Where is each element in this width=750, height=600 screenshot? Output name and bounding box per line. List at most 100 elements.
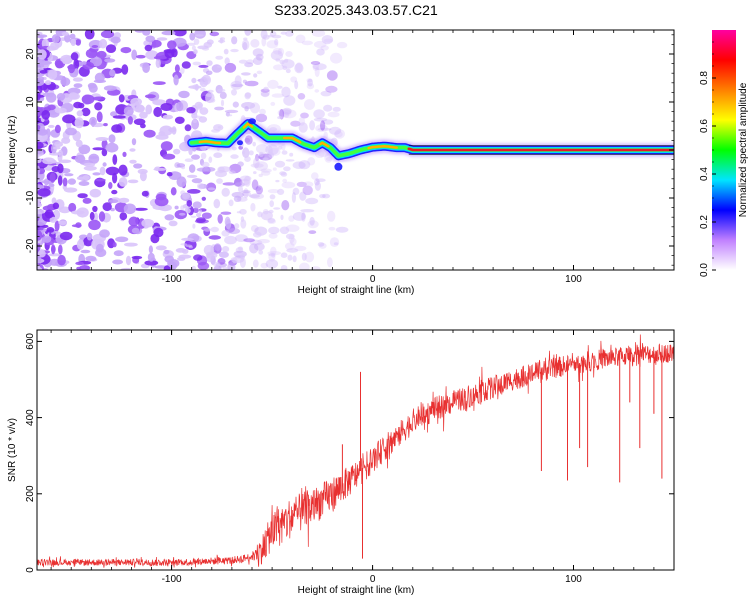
noise-blob <box>253 73 258 78</box>
noise-blob <box>131 138 137 146</box>
noise-blob <box>312 63 327 71</box>
noise-blob <box>312 61 320 71</box>
noise-blob <box>270 50 283 61</box>
ridge-hot-segment <box>367 144 398 150</box>
noise-blob <box>201 196 206 201</box>
noise-blob <box>232 101 239 108</box>
noise-blob <box>258 173 263 178</box>
noise-blob <box>134 30 145 33</box>
noise-blob <box>207 187 216 191</box>
noise-blob <box>217 214 223 224</box>
noise-blob <box>118 164 128 176</box>
noise-blob <box>282 109 297 119</box>
noise-blob <box>176 176 187 188</box>
noise-blob <box>208 156 213 163</box>
colorbar-tick-label: 0.4 <box>699 167 710 181</box>
noise-blob <box>251 179 259 190</box>
noise-blob <box>69 33 76 39</box>
noise-blob <box>92 96 106 101</box>
noise-blob <box>135 104 145 113</box>
noise-blob <box>207 89 214 93</box>
noise-blob <box>298 122 308 133</box>
noise-blob <box>148 245 153 254</box>
noise-blob <box>288 215 295 222</box>
x-tick-label: 0 <box>370 274 376 285</box>
noise-blob <box>290 76 298 83</box>
noise-blob <box>256 70 263 75</box>
noise-blob <box>277 85 283 89</box>
noise-blob <box>300 112 309 119</box>
noise-blob <box>54 124 61 134</box>
noise-blob <box>220 99 225 107</box>
noise-blob <box>195 217 206 224</box>
noise-blob <box>104 58 116 63</box>
noise-blob <box>250 202 256 212</box>
noise-blob <box>55 60 64 69</box>
noise-blob <box>131 49 138 61</box>
noise-blob <box>252 231 262 238</box>
noise-blob <box>38 227 44 231</box>
noise-blob <box>222 246 230 253</box>
noise-blob <box>37 188 51 197</box>
noise-blob <box>110 207 115 212</box>
noise-blob <box>261 170 271 176</box>
noise-blob <box>244 106 249 112</box>
noise-blob <box>113 250 124 257</box>
noise-blob <box>91 45 99 48</box>
noise-blob <box>203 77 210 83</box>
noise-blob <box>195 34 204 37</box>
noise-blob <box>57 254 66 266</box>
noise-blob <box>37 49 47 60</box>
noise-blob <box>250 163 264 168</box>
noise-blob <box>75 139 83 148</box>
noise-blob <box>206 182 217 192</box>
noise-blob <box>112 115 126 119</box>
noise-blob <box>240 253 245 260</box>
noise-blob <box>240 216 245 223</box>
noise-blob <box>262 157 269 161</box>
noise-blob <box>267 189 280 194</box>
noise-blob <box>224 235 237 245</box>
noise-blob <box>121 64 129 75</box>
noise-blob <box>301 40 313 46</box>
noise-blob <box>86 232 93 241</box>
noise-blob <box>287 254 293 261</box>
noise-blob <box>51 197 57 204</box>
noise-blob <box>277 188 285 195</box>
noise-blob <box>103 85 117 91</box>
noise-blob <box>189 164 196 173</box>
noise-blob <box>88 84 98 93</box>
noise-blob <box>298 160 311 170</box>
noise-blob <box>265 144 279 156</box>
noise-blob <box>112 259 123 265</box>
noise-blob <box>280 214 284 220</box>
y-tick-label: 20 <box>25 48 36 60</box>
noise-blob <box>323 104 333 112</box>
noise-blob <box>160 103 173 111</box>
noise-blob <box>199 80 204 86</box>
noise-blob <box>193 38 200 45</box>
colorbar: 0.0 0.2 0.4 0.6 0.8 Normalized spectral ampl… <box>699 30 749 277</box>
noise-blob <box>42 235 52 243</box>
noise-blob <box>68 64 75 74</box>
noise-blob <box>317 127 332 131</box>
noise-blob <box>206 39 214 45</box>
noise-blob <box>57 175 63 186</box>
noise-blob <box>211 129 220 133</box>
ridge-blob <box>248 118 256 125</box>
y-tick-label: 400 <box>25 409 36 426</box>
noise-blob <box>267 217 276 223</box>
noise-blob <box>205 70 213 76</box>
noise-blob <box>109 69 116 77</box>
noise-blob <box>37 243 41 251</box>
noise-blob <box>41 38 50 49</box>
noise-blob <box>191 45 196 51</box>
noise-blob <box>153 167 167 171</box>
noise-blob <box>221 230 230 237</box>
noise-blob <box>52 146 61 150</box>
noise-blob <box>231 191 245 198</box>
noise-blob <box>110 36 121 44</box>
noise-blob <box>255 185 263 195</box>
noise-blob <box>311 172 319 180</box>
noise-blob <box>111 189 118 195</box>
